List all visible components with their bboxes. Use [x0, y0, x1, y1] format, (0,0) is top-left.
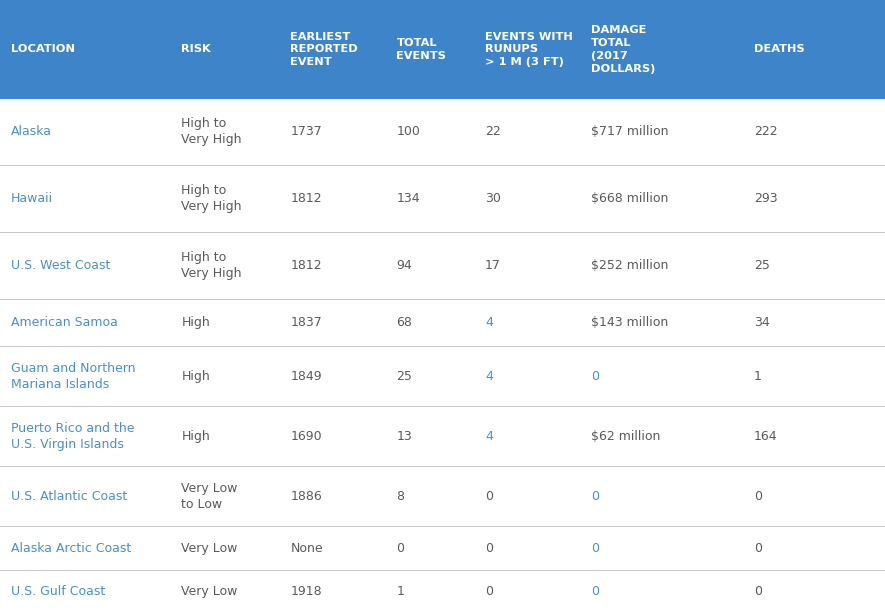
Text: 1812: 1812	[290, 259, 322, 272]
Text: 222: 222	[754, 126, 778, 139]
Text: Hawaii: Hawaii	[11, 192, 53, 205]
Text: None: None	[290, 541, 323, 555]
Text: 1849: 1849	[290, 370, 322, 383]
Text: 1: 1	[754, 370, 762, 383]
Text: Puerto Rico and the
U.S. Virgin Islands: Puerto Rico and the U.S. Virgin Islands	[11, 422, 135, 451]
Text: 0: 0	[485, 541, 493, 555]
Text: DEATHS: DEATHS	[754, 44, 804, 55]
Text: 1690: 1690	[290, 430, 322, 443]
Text: 1837: 1837	[290, 316, 322, 329]
Text: Alaska: Alaska	[11, 126, 51, 139]
Text: Guam and Northern
Mariana Islands: Guam and Northern Mariana Islands	[11, 362, 135, 391]
Text: $668 million: $668 million	[591, 192, 668, 205]
Text: 4: 4	[485, 430, 493, 443]
Text: 1886: 1886	[290, 490, 322, 503]
Text: 1737: 1737	[290, 126, 322, 139]
Text: 8: 8	[396, 490, 404, 503]
Text: 4: 4	[485, 370, 493, 383]
Text: 0: 0	[591, 585, 599, 598]
Text: 34: 34	[754, 316, 770, 329]
Text: 94: 94	[396, 259, 412, 272]
Text: 100: 100	[396, 126, 420, 139]
Text: 1918: 1918	[290, 585, 322, 598]
Text: $252 million: $252 million	[591, 259, 668, 272]
Text: 68: 68	[396, 316, 412, 329]
Bar	[0, 0, 885, 99]
Text: High: High	[181, 370, 210, 383]
Text: 25: 25	[396, 370, 412, 383]
Text: U.S. West Coast: U.S. West Coast	[11, 259, 110, 272]
Text: U.S. Gulf Coast: U.S. Gulf Coast	[11, 585, 104, 598]
Text: 293: 293	[754, 192, 778, 205]
Text: 0: 0	[396, 541, 404, 555]
Text: 17: 17	[485, 259, 501, 272]
Text: High to
Very High: High to Very High	[181, 251, 242, 280]
Text: EVENTS WITH
RUNUPS
> 1 M (3 FT): EVENTS WITH RUNUPS > 1 M (3 FT)	[485, 31, 573, 67]
Text: EARLIEST
REPORTED
EVENT: EARLIEST REPORTED EVENT	[290, 31, 358, 67]
Text: RISK: RISK	[181, 44, 212, 55]
Text: Very Low
to Low: Very Low to Low	[181, 482, 238, 511]
Text: 4: 4	[485, 316, 493, 329]
Text: High to
Very High: High to Very High	[181, 118, 242, 147]
Text: 0: 0	[591, 370, 599, 383]
Text: DAMAGE
TOTAL
(2017
DOLLARS): DAMAGE TOTAL (2017 DOLLARS)	[591, 25, 656, 74]
Text: 13: 13	[396, 430, 412, 443]
Text: 1: 1	[396, 585, 404, 598]
Text: U.S. Atlantic Coast: U.S. Atlantic Coast	[11, 490, 127, 503]
Text: 0: 0	[754, 490, 762, 503]
Text: $717 million: $717 million	[591, 126, 669, 139]
Text: 0: 0	[591, 541, 599, 555]
Text: 134: 134	[396, 192, 420, 205]
Text: 164: 164	[754, 430, 778, 443]
Text: 0: 0	[485, 490, 493, 503]
Text: 30: 30	[485, 192, 501, 205]
Text: High: High	[181, 430, 210, 443]
Text: Very Low: Very Low	[181, 585, 238, 598]
Text: TOTAL
EVENTS: TOTAL EVENTS	[396, 38, 446, 61]
Text: American Samoa: American Samoa	[11, 316, 118, 329]
Text: 0: 0	[591, 490, 599, 503]
Text: 0: 0	[485, 585, 493, 598]
Text: High to
Very High: High to Very High	[181, 184, 242, 213]
Text: 0: 0	[754, 541, 762, 555]
Text: $143 million: $143 million	[591, 316, 668, 329]
Text: 22: 22	[485, 126, 501, 139]
Text: Very Low: Very Low	[181, 541, 238, 555]
Text: Alaska Arctic Coast: Alaska Arctic Coast	[11, 541, 131, 555]
Text: High: High	[181, 316, 210, 329]
Text: 1812: 1812	[290, 192, 322, 205]
Text: 0: 0	[754, 585, 762, 598]
Text: $62 million: $62 million	[591, 430, 660, 443]
Text: LOCATION: LOCATION	[11, 44, 74, 55]
Text: 25: 25	[754, 259, 770, 272]
